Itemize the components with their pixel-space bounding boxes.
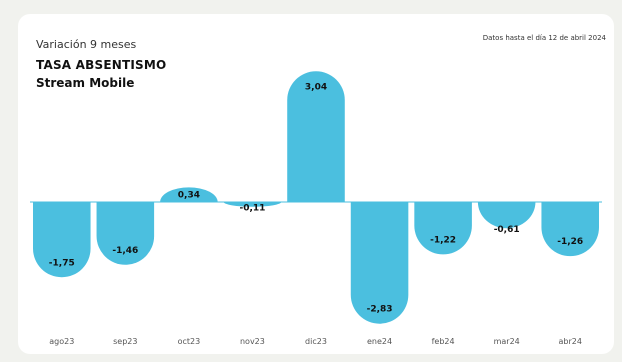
value-label-ago23: -1,75 [49, 258, 75, 268]
value-label-feb24: -1,22 [430, 235, 456, 245]
value-label-mar24: -0,61 [494, 225, 520, 235]
bar-nov23 [223, 202, 282, 207]
value-label-oct23: 0,34 [178, 191, 200, 201]
value-label-abr24: -1,26 [557, 237, 583, 247]
bar-mar24 [477, 202, 536, 229]
category-label-oct23: oct23 [178, 337, 201, 346]
chart-title-line2: Stream Mobile [36, 76, 135, 90]
chart-card: Variación 9 meses TASA ABSENTISMO Stream… [18, 14, 614, 354]
category-label-ago23: ago23 [49, 337, 74, 346]
bar-feb24 [414, 202, 472, 255]
value-label-sep23: -1,46 [112, 246, 138, 256]
chart-subtitle: Variación 9 meses [36, 38, 137, 51]
value-label-nov23: -0,11 [239, 204, 265, 214]
bar-sep23 [96, 202, 155, 265]
category-label-feb24: feb24 [432, 337, 455, 346]
data-date-note: Datos hasta el día 12 de abril 2024 [482, 34, 606, 42]
bar-ene24 [350, 202, 409, 324]
chart-title: TASA ABSENTISMO [36, 58, 167, 72]
bar-dic23 [287, 71, 345, 202]
value-label-dic23: 3,04 [305, 82, 327, 92]
bar-chart: -1,75 ago23 -1,46 sep23 0,34 oct23 -0,11 nov23 3… [30, 71, 602, 346]
bar-abr24 [541, 202, 600, 257]
bar-ago23 [33, 202, 91, 278]
category-label-mar24: mar24 [494, 337, 520, 346]
category-label-sep23: sep23 [113, 337, 137, 346]
category-label-ene24: ene24 [367, 337, 392, 346]
category-label-dic23: dic23 [305, 337, 327, 346]
bar-oct23 [160, 187, 218, 202]
value-label-ene24: -2,83 [367, 305, 393, 315]
category-label-abr24: abr24 [558, 337, 581, 346]
category-label-nov23: nov23 [240, 337, 265, 346]
